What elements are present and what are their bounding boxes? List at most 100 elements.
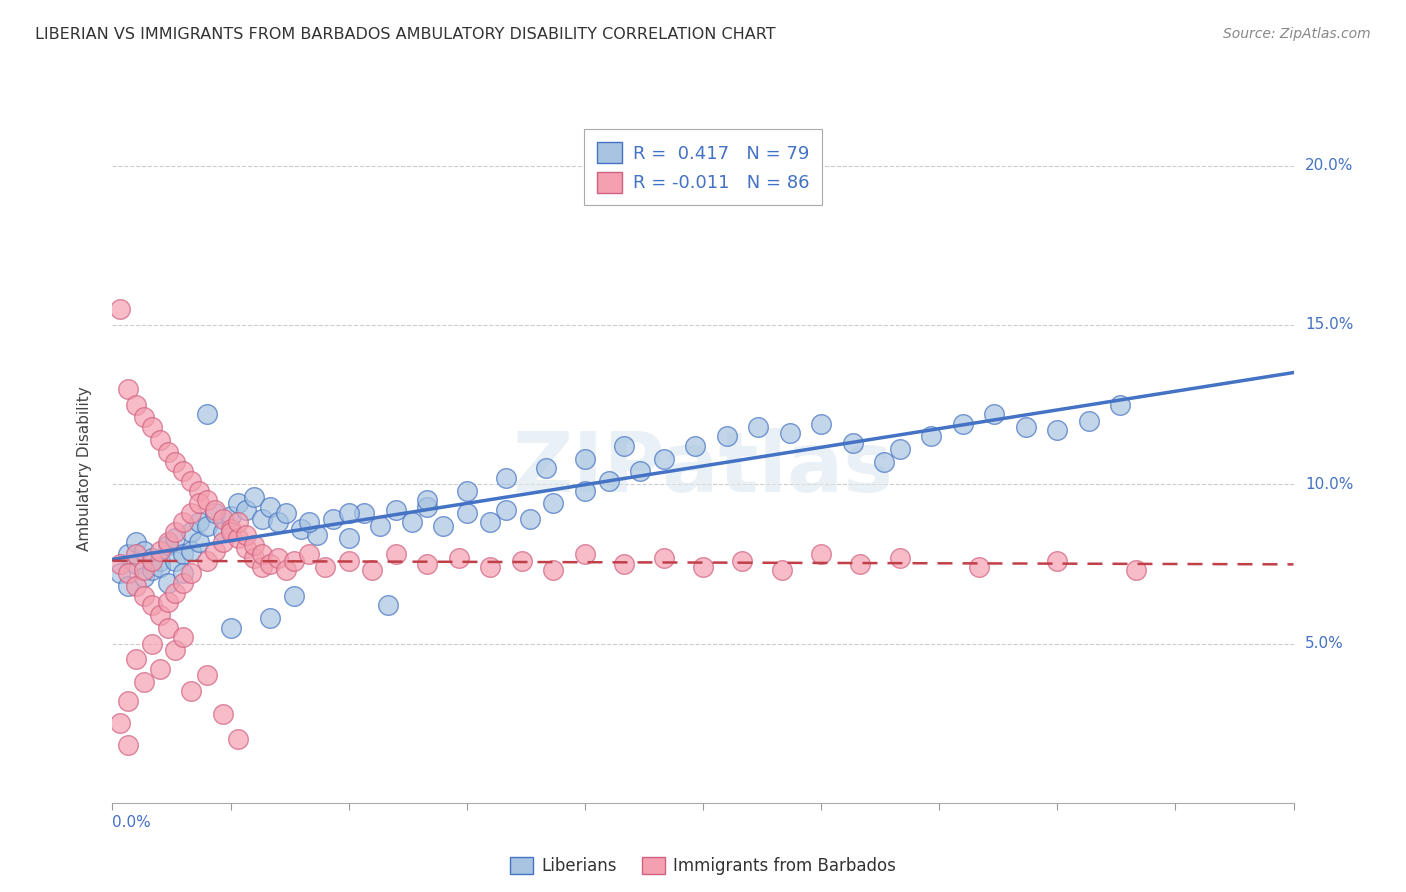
Point xyxy=(132,563,155,577)
Point xyxy=(117,739,139,753)
Point xyxy=(180,544,202,558)
Point xyxy=(1046,554,1069,568)
Point xyxy=(211,706,233,721)
Point xyxy=(132,589,155,603)
Point xyxy=(204,502,226,516)
Point xyxy=(156,576,179,591)
Point xyxy=(165,532,187,546)
Point xyxy=(628,465,651,479)
Point xyxy=(652,550,675,565)
Point xyxy=(188,516,211,530)
Point xyxy=(172,576,194,591)
Point xyxy=(290,522,312,536)
Point xyxy=(385,502,408,516)
Point xyxy=(125,547,148,561)
Point xyxy=(841,435,863,450)
Point xyxy=(219,524,242,539)
Point xyxy=(849,557,872,571)
Point xyxy=(731,554,754,568)
Point xyxy=(683,439,706,453)
Point xyxy=(274,506,297,520)
Point xyxy=(219,509,242,524)
Point xyxy=(149,433,172,447)
Text: Source: ZipAtlas.com: Source: ZipAtlas.com xyxy=(1223,27,1371,41)
Point xyxy=(479,560,502,574)
Point xyxy=(314,560,336,574)
Point xyxy=(920,429,942,443)
Point xyxy=(125,557,148,571)
Point xyxy=(219,621,242,635)
Point xyxy=(353,506,375,520)
Point xyxy=(361,563,384,577)
Point xyxy=(211,512,233,526)
Point xyxy=(195,668,218,682)
Point xyxy=(243,550,266,565)
Point xyxy=(156,595,179,609)
Point xyxy=(495,471,517,485)
Text: 5.0%: 5.0% xyxy=(1305,636,1344,651)
Point xyxy=(117,694,139,708)
Point xyxy=(172,547,194,561)
Point xyxy=(165,554,187,568)
Point xyxy=(172,465,194,479)
Point xyxy=(132,544,155,558)
Point xyxy=(770,563,793,577)
Point xyxy=(188,483,211,498)
Point xyxy=(259,611,281,625)
Point xyxy=(274,563,297,577)
Point xyxy=(141,563,163,577)
Point xyxy=(337,554,360,568)
Legend: Liberians, Immigrants from Barbados: Liberians, Immigrants from Barbados xyxy=(503,850,903,881)
Point xyxy=(416,493,439,508)
Point xyxy=(156,445,179,459)
Point xyxy=(385,547,408,561)
Point xyxy=(495,502,517,516)
Point xyxy=(574,547,596,561)
Point xyxy=(952,417,974,431)
Point xyxy=(149,560,172,574)
Point xyxy=(149,554,172,568)
Point xyxy=(779,426,801,441)
Point xyxy=(132,674,155,689)
Point xyxy=(125,398,148,412)
Point xyxy=(401,516,423,530)
Point xyxy=(519,512,541,526)
Point xyxy=(652,451,675,466)
Point xyxy=(195,518,218,533)
Point xyxy=(195,493,218,508)
Point xyxy=(259,500,281,514)
Point xyxy=(250,512,273,526)
Text: 0.0%: 0.0% xyxy=(112,815,152,830)
Point xyxy=(180,684,202,698)
Point xyxy=(228,516,250,530)
Point xyxy=(117,382,139,396)
Point xyxy=(180,566,202,581)
Point xyxy=(322,512,344,526)
Point xyxy=(228,496,250,510)
Point xyxy=(416,557,439,571)
Point xyxy=(456,483,478,498)
Point xyxy=(456,506,478,520)
Text: ZIPatlas: ZIPatlas xyxy=(513,428,893,508)
Point xyxy=(432,518,454,533)
Point xyxy=(165,585,187,599)
Point xyxy=(141,420,163,434)
Point xyxy=(110,716,132,731)
Point xyxy=(211,524,233,539)
Point xyxy=(204,544,226,558)
Point xyxy=(250,547,273,561)
Point xyxy=(1125,563,1147,577)
Point xyxy=(165,643,187,657)
Point xyxy=(307,528,329,542)
Point xyxy=(204,506,226,520)
Point xyxy=(141,550,163,565)
Point xyxy=(156,621,179,635)
Point xyxy=(195,407,218,421)
Point xyxy=(235,541,257,555)
Point xyxy=(543,563,565,577)
Point xyxy=(1046,423,1069,437)
Point xyxy=(510,554,533,568)
Point xyxy=(172,566,194,581)
Text: 20.0%: 20.0% xyxy=(1305,158,1354,173)
Point xyxy=(188,496,211,510)
